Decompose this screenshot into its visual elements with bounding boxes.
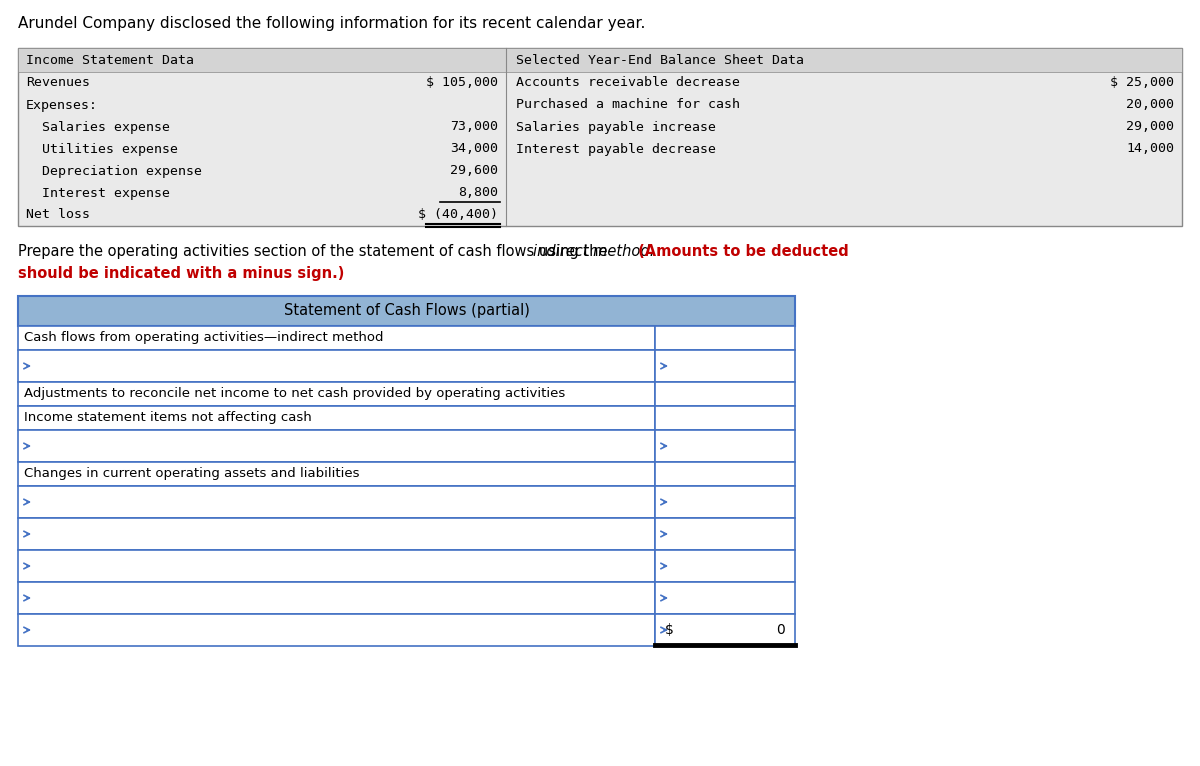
Text: Salaries payable increase: Salaries payable increase: [516, 120, 716, 133]
Text: Changes in current operating assets and liabilities: Changes in current operating assets and …: [24, 467, 360, 480]
Bar: [655, 406, 796, 430]
Text: 73,000: 73,000: [450, 120, 498, 133]
Bar: [18, 430, 655, 462]
Bar: [18, 326, 655, 350]
Text: 20,000: 20,000: [1126, 99, 1174, 112]
Bar: [18, 296, 796, 326]
Bar: [18, 582, 655, 614]
Text: Interest expense: Interest expense: [26, 186, 170, 199]
Bar: [655, 550, 796, 582]
Text: should be indicated with a minus sign.): should be indicated with a minus sign.): [18, 266, 344, 281]
Text: $ 105,000: $ 105,000: [426, 77, 498, 90]
Text: $ 25,000: $ 25,000: [1110, 77, 1174, 90]
Bar: [18, 614, 655, 646]
Text: Revenues: Revenues: [26, 77, 90, 90]
Bar: [655, 614, 796, 646]
Bar: [18, 462, 655, 486]
Bar: [655, 430, 796, 462]
Text: indirect method.: indirect method.: [533, 244, 654, 259]
Text: Depreciation expense: Depreciation expense: [26, 165, 202, 178]
Text: Cash flows from operating activities—indirect method: Cash flows from operating activities—ind…: [24, 332, 384, 345]
Text: Interest payable decrease: Interest payable decrease: [516, 142, 716, 155]
Text: Adjustments to reconcile net income to net cash provided by operating activities: Adjustments to reconcile net income to n…: [24, 388, 565, 401]
Text: Arundel Company disclosed the following information for its recent calendar year: Arundel Company disclosed the following …: [18, 16, 646, 31]
Bar: [655, 382, 796, 406]
Bar: [18, 406, 655, 430]
Text: Selected Year-End Balance Sheet Data: Selected Year-End Balance Sheet Data: [516, 54, 804, 67]
Bar: [18, 350, 655, 382]
Text: $: $: [665, 623, 674, 637]
Bar: [655, 582, 796, 614]
Text: Expenses:: Expenses:: [26, 99, 98, 112]
Text: Salaries expense: Salaries expense: [26, 120, 170, 133]
Text: 8,800: 8,800: [458, 186, 498, 199]
Text: $ (40,400): $ (40,400): [418, 208, 498, 221]
Bar: [655, 326, 796, 350]
Text: Utilities expense: Utilities expense: [26, 142, 178, 155]
Text: 14,000: 14,000: [1126, 142, 1174, 155]
Bar: [655, 350, 796, 382]
Bar: [655, 486, 796, 518]
Text: Accounts receivable decrease: Accounts receivable decrease: [516, 77, 740, 90]
Text: Income statement items not affecting cash: Income statement items not affecting cas…: [24, 411, 312, 424]
Bar: [655, 518, 796, 550]
Text: Prepare the operating activities section of the statement of cash flows using th: Prepare the operating activities section…: [18, 244, 612, 259]
Bar: [18, 48, 1182, 226]
Bar: [18, 486, 655, 518]
Bar: [655, 462, 796, 486]
Bar: [18, 48, 1182, 72]
Text: Income Statement Data: Income Statement Data: [26, 54, 194, 67]
Text: 34,000: 34,000: [450, 142, 498, 155]
Text: (Amounts to be deducted: (Amounts to be deducted: [634, 244, 850, 259]
Bar: [18, 550, 655, 582]
Text: Net loss: Net loss: [26, 208, 90, 221]
Text: Statement of Cash Flows (partial): Statement of Cash Flows (partial): [283, 303, 529, 319]
Text: Purchased a machine for cash: Purchased a machine for cash: [516, 99, 740, 112]
Bar: [18, 382, 655, 406]
Text: 29,600: 29,600: [450, 165, 498, 178]
Bar: [18, 518, 655, 550]
Text: 29,000: 29,000: [1126, 120, 1174, 133]
Text: 0: 0: [776, 623, 785, 637]
